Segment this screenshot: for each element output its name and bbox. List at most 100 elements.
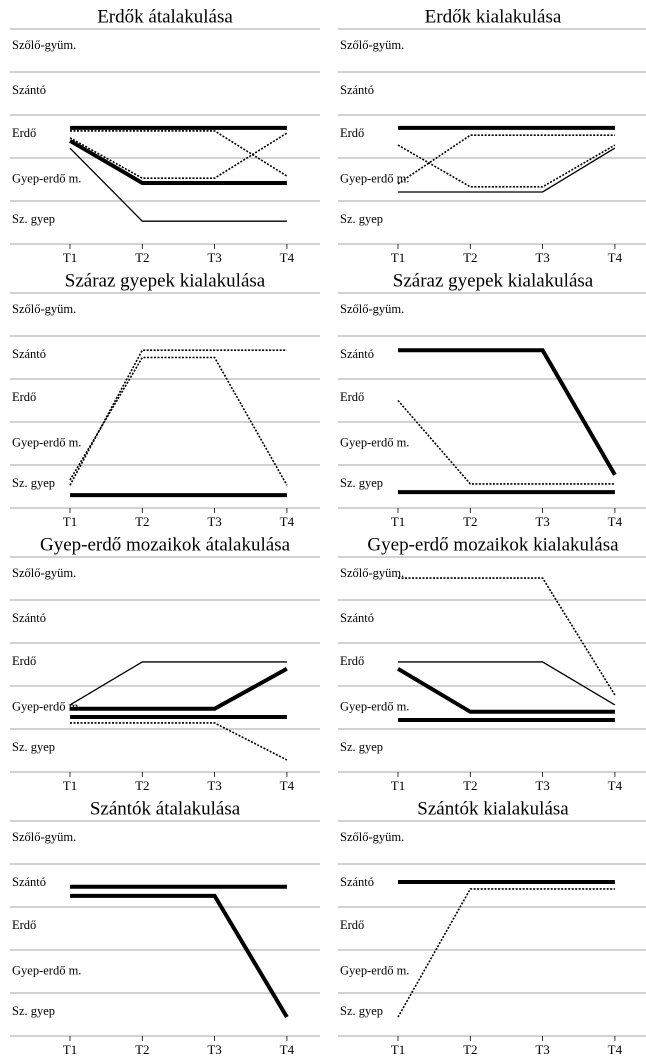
x-tick-label: T4: [280, 250, 295, 265]
series-line: [398, 661, 616, 706]
y-tick-label: Szőlő-gyüm.: [12, 38, 76, 52]
x-tick-label: T3: [207, 250, 221, 265]
series-line: [70, 667, 288, 711]
y-tick-label: Erdő: [12, 654, 36, 668]
panel-title: Gyep-erdő mozaikok kialakulása: [367, 534, 619, 555]
x-tick-label: T4: [608, 514, 623, 529]
y-tick-label: Sz. gyep: [340, 740, 383, 754]
x-tick-label: T2: [135, 778, 149, 793]
x-tick-label: T1: [63, 250, 77, 265]
series-line: [397, 144, 616, 188]
y-tick-label: Erdő: [340, 390, 364, 404]
y-tick-label: Sz. gyep: [12, 476, 55, 490]
x-tick-label: T4: [280, 778, 295, 793]
series-line: [69, 147, 287, 222]
y-tick-label: Sz. gyep: [12, 740, 55, 754]
y-tick-label: Gyep-erdő m.: [340, 435, 409, 449]
y-tick-label: Szántó: [12, 611, 46, 625]
y-tick-label: Sz. gyep: [340, 476, 383, 490]
y-tick-label: Szántó: [12, 347, 46, 361]
series-line: [70, 893, 289, 1019]
y-tick-label: Szántó: [340, 347, 374, 361]
x-tick-label: T2: [463, 514, 477, 529]
y-tick-label: Gyep-erdő m.: [340, 699, 409, 713]
series-line: [397, 134, 615, 185]
y-tick-label: Erdő: [340, 918, 364, 932]
series-line: [68, 139, 287, 185]
series-line: [69, 349, 287, 486]
series-line: [69, 356, 288, 486]
x-tick-label: T1: [391, 250, 405, 265]
x-tick-label: T4: [280, 514, 295, 529]
y-tick-label: Szőlő-gyüm.: [340, 302, 404, 316]
x-tick-label: T4: [280, 1042, 295, 1057]
series-line: [70, 722, 288, 761]
series-line: [69, 132, 288, 180]
y-tick-label: Sz. gyep: [340, 1004, 383, 1018]
panel-title: Szántók kialakulása: [417, 798, 569, 819]
y-tick-label: Gyep-erdő m.: [12, 963, 81, 977]
y-tick-label: Szántó: [12, 875, 46, 889]
panel-title: Erdők kialakulása: [425, 6, 562, 27]
y-tick-label: Szántó: [12, 83, 46, 97]
x-tick-label: T1: [63, 1042, 77, 1057]
y-tick-label: Erdő: [340, 126, 364, 140]
x-tick-label: T4: [608, 1042, 623, 1057]
panel-title: Száraz gyepek kialakulása: [393, 270, 594, 291]
panel-title: Száraz gyepek kialakulása: [65, 270, 266, 291]
y-tick-label: Sz. gyep: [340, 212, 383, 226]
series-line: [398, 348, 617, 476]
series-line: [396, 667, 615, 714]
x-tick-label: T3: [207, 514, 221, 529]
y-tick-label: Erdő: [340, 654, 364, 668]
y-tick-label: Erdő: [12, 390, 36, 404]
y-tick-label: Szőlő-gyüm.: [12, 830, 76, 844]
y-tick-label: Szántó: [340, 611, 374, 625]
x-tick-label: T2: [463, 1042, 477, 1057]
x-tick-label: T4: [608, 778, 623, 793]
x-tick-label: T1: [63, 514, 77, 529]
series-line: [398, 577, 616, 696]
x-tick-label: T3: [535, 778, 549, 793]
x-tick-label: T2: [135, 1042, 149, 1057]
x-tick-label: T1: [63, 778, 77, 793]
x-tick-label: T3: [535, 514, 549, 529]
y-tick-label: Sz. gyep: [12, 212, 55, 226]
x-tick-label: T1: [391, 514, 405, 529]
y-tick-label: Gyep-erdő m.: [12, 435, 81, 449]
x-tick-label: T3: [207, 1042, 221, 1057]
x-tick-label: T3: [535, 1042, 549, 1057]
x-tick-label: T2: [463, 250, 477, 265]
y-tick-label: Szőlő-gyüm.: [12, 566, 76, 580]
x-tick-label: T1: [391, 778, 405, 793]
series-line: [70, 130, 288, 177]
y-tick-label: Gyep-erdő m.: [12, 699, 81, 713]
y-tick-label: Szőlő-gyüm.: [340, 566, 404, 580]
x-tick-label: T3: [207, 778, 221, 793]
x-tick-label: T3: [535, 250, 549, 265]
panel-title: Gyep-erdő mozaikok átalakulása: [40, 534, 291, 555]
series-line: [397, 888, 615, 1018]
y-tick-label: Szántó: [340, 83, 374, 97]
x-tick-label: T4: [608, 250, 623, 265]
y-tick-label: Gyep-erdő m.: [340, 171, 409, 185]
series-line: [397, 399, 615, 485]
y-tick-label: Gyep-erdő m.: [12, 171, 81, 185]
y-tick-label: Szőlő-gyüm.: [340, 38, 404, 52]
x-tick-label: T2: [463, 778, 477, 793]
panel-title: Szántók átalakulása: [90, 798, 241, 819]
y-tick-label: Szántó: [340, 875, 374, 889]
y-tick-label: Szőlő-gyüm.: [340, 830, 404, 844]
series-line: [69, 661, 287, 706]
x-tick-label: T2: [135, 250, 149, 265]
y-tick-label: Szőlő-gyüm.: [12, 302, 76, 316]
y-tick-label: Gyep-erdő m.: [340, 963, 409, 977]
y-tick-label: Erdő: [12, 126, 36, 140]
x-tick-label: T2: [135, 514, 149, 529]
panel-title: Erdők átalakulása: [97, 6, 233, 27]
y-tick-label: Erdő: [12, 918, 36, 932]
y-tick-label: Sz. gyep: [12, 1004, 55, 1018]
series-line: [398, 147, 616, 193]
x-tick-label: T1: [391, 1042, 405, 1057]
